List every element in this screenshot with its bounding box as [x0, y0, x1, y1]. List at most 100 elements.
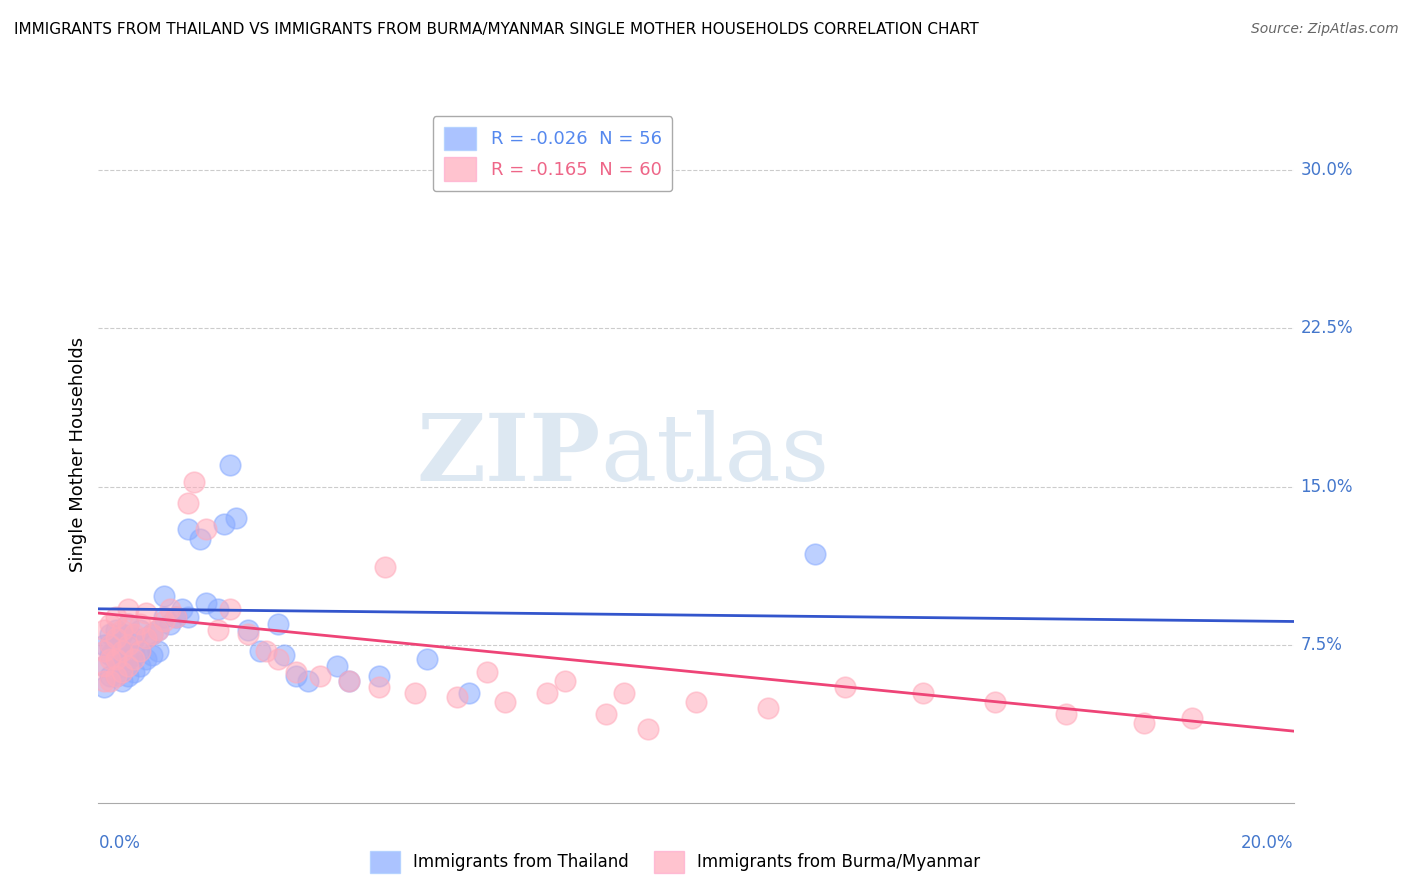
Point — [117, 638, 139, 652]
Point — [98, 638, 122, 652]
Point — [284, 665, 307, 679]
Point — [446, 690, 468, 705]
Point — [159, 602, 181, 616]
Point — [105, 638, 128, 652]
Point — [93, 658, 115, 673]
Point — [111, 623, 134, 637]
Point — [135, 632, 157, 646]
Text: IMMIGRANTS FROM THAILAND VS IMMIGRANTS FROM BURMA/MYANMAR SINGLE MOTHER HOUSEHOL: IMMIGRANTS FROM THAILAND VS IMMIGRANTS F… — [14, 22, 979, 37]
Point — [1133, 715, 1156, 730]
Point — [124, 632, 146, 646]
Point — [297, 673, 319, 688]
Point — [834, 680, 856, 694]
Point — [494, 695, 516, 709]
Point — [194, 522, 218, 536]
Legend: R = -0.026  N = 56, R = -0.165  N = 60: R = -0.026 N = 56, R = -0.165 N = 60 — [433, 116, 672, 192]
Point — [1054, 707, 1078, 722]
Text: 0.0%: 0.0% — [98, 834, 141, 852]
Point — [404, 686, 426, 700]
Point — [595, 707, 617, 722]
Point — [339, 673, 360, 688]
Point — [207, 602, 229, 616]
Point — [475, 665, 498, 679]
Point — [93, 658, 115, 673]
Point — [165, 610, 187, 624]
Point — [129, 658, 152, 673]
Point — [105, 652, 128, 666]
Legend: Immigrants from Thailand, Immigrants from Burma/Myanmar: Immigrants from Thailand, Immigrants fro… — [363, 845, 987, 880]
Point — [153, 615, 176, 629]
Point — [124, 665, 146, 679]
Point — [685, 695, 707, 709]
Point — [141, 648, 163, 663]
Point — [135, 652, 157, 666]
Point — [212, 517, 235, 532]
Point — [129, 616, 152, 631]
Point — [249, 644, 271, 658]
Point — [368, 680, 391, 694]
Point — [159, 616, 181, 631]
Point — [983, 695, 1005, 709]
Point — [613, 686, 636, 700]
Point — [117, 652, 139, 666]
Point — [105, 648, 128, 663]
Point — [98, 673, 122, 688]
Point — [105, 610, 128, 624]
Point — [124, 648, 146, 663]
Point — [273, 648, 295, 663]
Point — [135, 606, 157, 620]
Text: Source: ZipAtlas.com: Source: ZipAtlas.com — [1251, 22, 1399, 37]
Point — [148, 644, 170, 658]
Point — [374, 559, 396, 574]
Point — [148, 623, 170, 637]
Point — [194, 595, 218, 609]
Point — [105, 623, 128, 637]
Point — [911, 686, 934, 700]
Point — [98, 627, 122, 641]
Point — [326, 658, 349, 673]
Point — [135, 632, 157, 646]
Point — [188, 533, 211, 547]
Point — [254, 644, 277, 658]
Point — [141, 627, 163, 641]
Point — [129, 644, 152, 658]
Point — [93, 623, 115, 637]
Point — [284, 669, 307, 683]
Point — [153, 610, 176, 624]
Point — [93, 644, 115, 658]
Point — [117, 638, 139, 652]
Point — [267, 652, 290, 666]
Point — [804, 547, 827, 561]
Point — [98, 638, 122, 652]
Point — [93, 638, 115, 652]
Text: atlas: atlas — [600, 410, 830, 500]
Point — [98, 652, 122, 666]
Point — [117, 616, 139, 631]
Point — [554, 673, 576, 688]
Point — [225, 511, 247, 525]
Point — [177, 522, 200, 536]
Point — [141, 627, 163, 641]
Point — [536, 686, 558, 700]
Point — [98, 669, 122, 683]
Point — [339, 673, 360, 688]
Point — [124, 627, 146, 641]
Point — [117, 669, 139, 683]
Point — [117, 658, 139, 673]
Point — [172, 602, 194, 616]
Point — [124, 652, 146, 666]
Point — [756, 701, 779, 715]
Text: 15.0%: 15.0% — [1301, 477, 1353, 496]
Text: 7.5%: 7.5% — [1301, 636, 1343, 654]
Text: 30.0%: 30.0% — [1301, 161, 1353, 179]
Point — [129, 623, 152, 637]
Point — [368, 669, 391, 683]
Point — [111, 665, 134, 679]
Point — [219, 602, 242, 616]
Point — [416, 652, 439, 666]
Point — [236, 623, 259, 637]
Point — [117, 616, 139, 631]
Point — [111, 644, 134, 658]
Text: 22.5%: 22.5% — [1301, 319, 1353, 337]
Point — [111, 658, 134, 673]
